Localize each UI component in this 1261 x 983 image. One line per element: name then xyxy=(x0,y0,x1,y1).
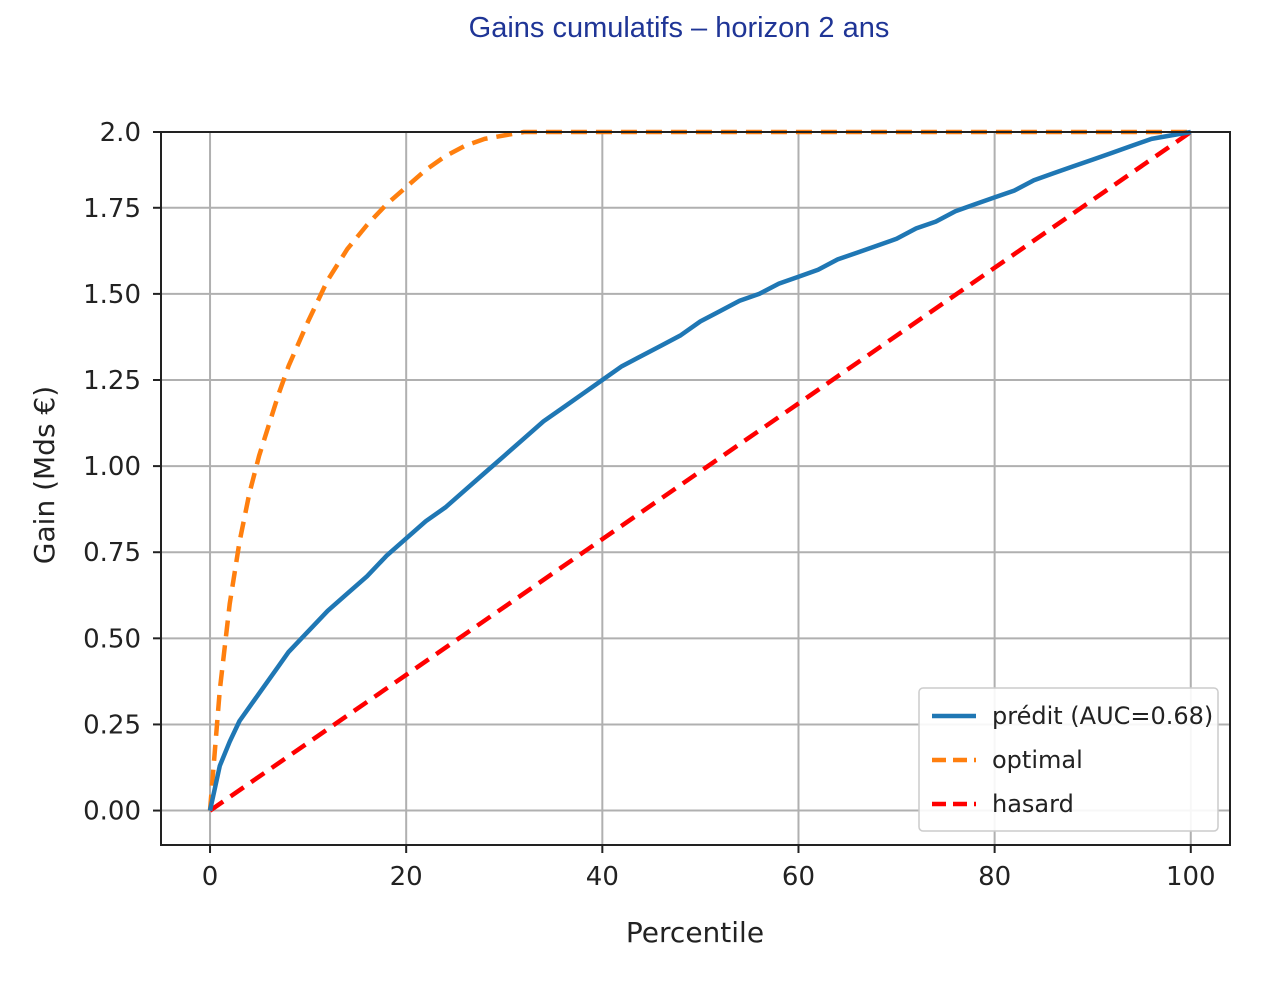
x-tick-label: 60 xyxy=(782,862,815,892)
legend-box xyxy=(918,687,1219,832)
y-axis-label: Gain (Mds €) xyxy=(28,386,61,564)
series-line-predit xyxy=(207,129,1192,812)
y-tick-label: 1.25 xyxy=(83,366,141,396)
x-tick-label: 80 xyxy=(978,862,1011,892)
legend: prédit (AUC=0.68) optimal hasard xyxy=(918,687,1219,832)
x-tick-label: 20 xyxy=(390,862,423,892)
y-tick-label: 1.75 xyxy=(83,194,141,224)
x-tick-label: 0 xyxy=(202,862,219,892)
x-tick-label: 40 xyxy=(586,862,619,892)
y-tick-label: 0.25 xyxy=(83,710,141,740)
y-tick-label: 0.00 xyxy=(83,797,141,827)
y-tick-label: 1.00 xyxy=(83,452,141,482)
chart-title: Gains cumulatifs – horizon 2 ans xyxy=(468,12,890,44)
y-axis-ticks: 0.00 0.25 0.50 0.75 1.00 1.25 1.50 1.75 2.0 xyxy=(83,118,161,827)
x-axis-label: Percentile xyxy=(626,916,764,949)
y-tick-label: 1.50 xyxy=(83,280,141,310)
x-tick-label: 100 xyxy=(1166,862,1216,892)
x-axis-ticks: 0 20 40 60 80 100 xyxy=(202,845,1216,892)
y-tick-label: 0.50 xyxy=(83,624,141,654)
plot-area-frame xyxy=(160,131,1231,846)
legend-label: optimal xyxy=(992,746,1083,774)
legend-label: hasard xyxy=(992,790,1074,818)
legend-label: prédit (AUC=0.68) xyxy=(992,702,1213,730)
y-tick-label: 2.0 xyxy=(100,118,141,148)
y-tick-label: 0.75 xyxy=(83,538,141,568)
